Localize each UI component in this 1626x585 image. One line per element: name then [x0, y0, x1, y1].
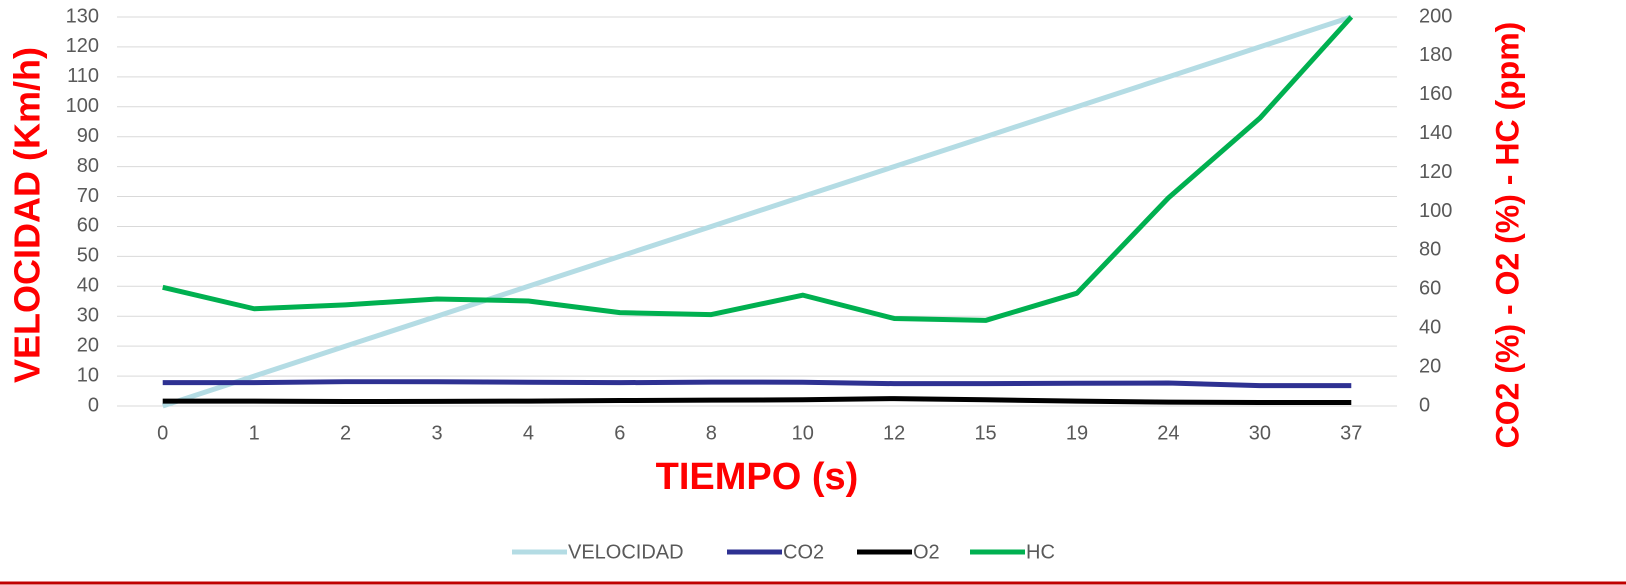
y2-tick-label: 60	[1419, 278, 1441, 300]
y-tick-label: 60	[77, 215, 99, 237]
legend-label: HC	[1026, 541, 1055, 563]
x-tick-label: 3	[431, 422, 442, 444]
legend-label: VELOCIDAD	[568, 541, 684, 563]
y2-tick-label: 200	[1419, 5, 1452, 27]
x-tick-label: 2	[340, 422, 351, 444]
y2-tick-label: 100	[1419, 200, 1452, 222]
x-axis-title: TIEMPO (s)	[656, 456, 859, 498]
y-tick-label: 110	[67, 65, 99, 87]
y2-tick-label: 180	[1419, 44, 1452, 66]
y2-tick-label: 120	[1419, 161, 1452, 183]
y-tick-label: 80	[77, 155, 99, 177]
x-tick-label: 37	[1340, 422, 1362, 444]
x-tick-label: 15	[974, 422, 996, 444]
series-line	[162, 396, 1352, 405]
y-tick-label: 10	[77, 364, 99, 386]
x-tick-label: 6	[614, 422, 625, 444]
y-tick-label: 120	[66, 35, 99, 57]
y-axis-title: VELOCIDAD (Km/h)	[7, 47, 48, 383]
y2-tick-label: 140	[1419, 122, 1452, 144]
series-line	[162, 379, 1352, 389]
x-tick-label: 24	[1157, 422, 1179, 444]
x-tick-label: 1	[249, 422, 260, 444]
legend-label: O2	[913, 541, 940, 563]
x-tick-label: 10	[792, 422, 814, 444]
x-tick-label: 0	[157, 422, 168, 444]
legend-label: CO2	[783, 541, 824, 563]
x-tick-label: 19	[1066, 422, 1088, 444]
y2-axis-title: CO2 (%) - O2 (%) - HC (ppm)	[1489, 22, 1525, 449]
y-tick-label: 70	[77, 185, 99, 207]
y-tick-label: 30	[77, 305, 99, 327]
series-line	[162, 15, 1354, 323]
y-tick-label: 100	[66, 95, 99, 117]
series-line	[161, 14, 1353, 409]
y-tick-label: 130	[66, 5, 99, 27]
y-tick-label: 50	[77, 245, 99, 267]
y-tick-label: 20	[77, 334, 99, 356]
x-tick-label: 4	[523, 422, 534, 444]
x-tick-label: 8	[706, 422, 717, 444]
x-tick-label: 30	[1249, 422, 1271, 444]
y2-tick-label: 20	[1419, 355, 1441, 377]
y2-tick-label: 160	[1419, 83, 1452, 105]
y-tick-label: 0	[88, 394, 99, 416]
y2-tick-label: 80	[1419, 239, 1441, 261]
x-tick-label: 12	[883, 422, 905, 444]
y-tick-label: 40	[77, 275, 99, 297]
y2-tick-label: 0	[1419, 394, 1430, 416]
y-tick-label: 90	[77, 125, 99, 147]
y2-tick-label: 40	[1419, 316, 1441, 338]
